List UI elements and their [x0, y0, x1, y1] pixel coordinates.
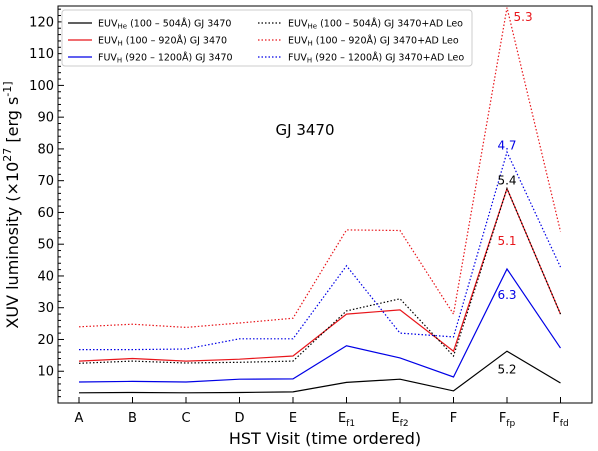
plot-area [57, 5, 593, 404]
x-axis: A B C D E Ef1 Ef2 F Ffp Ffd [75, 397, 569, 429]
y-tick-label: 70 [37, 174, 54, 189]
value-annotation: 5.1 [497, 234, 516, 248]
y-tick-label: 80 [37, 142, 54, 157]
y-tick-label: 20 [37, 333, 54, 348]
value-annotation: 4.7 [497, 139, 516, 153]
legend: EUVHe (100 – 504Å) GJ 3470 EUVH (100 – 92… [61, 9, 473, 67]
x-tick-label: Ef2 [391, 411, 408, 429]
x-tick-label: D [234, 411, 244, 426]
y-tick-label: 40 [37, 269, 54, 284]
series-line-5 [78, 7, 562, 329]
value-annotation: 6.3 [497, 288, 516, 302]
series-line-3 [78, 267, 561, 383]
legend-box [61, 9, 473, 67]
chart-annotation-title: GJ 3470 [276, 121, 335, 139]
legend-entry: EUVH (100 – 920Å) GJ 3470 [98, 35, 227, 48]
x-tick-label: Ffd [552, 411, 568, 429]
series-line-2 [78, 186, 562, 362]
x-tick-label: A [75, 411, 84, 426]
annotations: 5.3 4.7 5.4 5.1 6.3 5.2 [497, 10, 532, 377]
y-tick-label: 110 [29, 47, 54, 62]
y-tick-label: 90 [37, 111, 54, 126]
legend-entry: FUVH (920 – 1200Å) GJ 3470+AD Leo [288, 52, 464, 65]
legend-entry: FUVH (920 – 1200Å) GJ 3470 [98, 52, 233, 65]
y-tick-label: 60 [37, 206, 54, 221]
y-axis-label: XUV luminosity (×1027 [erg s-1] [1, 81, 22, 328]
value-annotation: 5.3 [514, 10, 533, 24]
x-tick-label: B [128, 411, 137, 426]
x-tick-label: F [450, 411, 457, 426]
x-tick-label: C [181, 411, 190, 426]
x-axis-label: HST Visit (time ordered) [229, 429, 421, 448]
y-tick-label: 50 [37, 238, 54, 253]
value-annotation: 5.2 [497, 363, 516, 377]
legend-entry: EUVHe (100 – 504Å) GJ 3470+AD Leo [288, 18, 463, 31]
y-axis: 10 20 30 40 50 60 70 80 90 100 110 120 [29, 8, 64, 398]
legend-entry: EUVHe (100 – 504Å) GJ 3470 [98, 18, 231, 31]
y-tick-label: 30 [37, 301, 54, 316]
x-tick-label: Ffp [499, 411, 516, 429]
legend-entry: EUVH (100 – 920Å) GJ 3470+AD Leo [288, 35, 459, 48]
series-line-1 [78, 350, 561, 394]
series-line-6 [79, 150, 562, 351]
y-tick-label: 10 [37, 365, 54, 380]
series-line-4 [78, 186, 562, 364]
x-tick-label: Ef1 [338, 411, 355, 429]
series-layer [78, 7, 562, 394]
x-tick-label: E [289, 411, 297, 426]
y-tick-label: 100 [29, 79, 54, 94]
value-annotation: 5.4 [497, 174, 516, 188]
y-tick-label: 120 [29, 15, 54, 30]
